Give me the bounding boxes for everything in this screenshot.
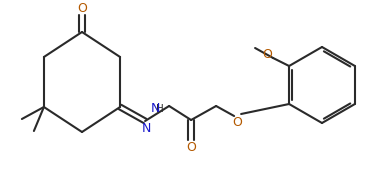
- Text: O: O: [77, 2, 87, 15]
- Text: H: H: [156, 103, 164, 114]
- Text: O: O: [232, 115, 242, 128]
- Text: O: O: [262, 49, 272, 61]
- Text: O: O: [186, 140, 196, 153]
- Text: N: N: [142, 121, 151, 134]
- Text: N: N: [151, 102, 160, 115]
